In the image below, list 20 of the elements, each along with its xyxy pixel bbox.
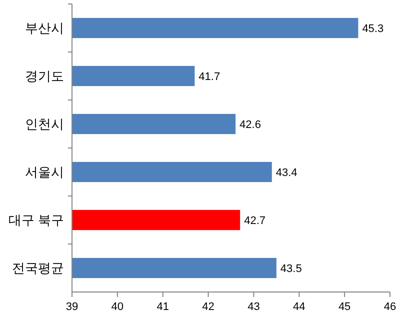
data-label: 43.4 (276, 166, 298, 179)
x-tick-label: 43 (248, 301, 260, 313)
y-tick-label: 전국평균 (12, 260, 64, 276)
y-tick-label: 대구 북구 (8, 212, 64, 228)
data-label: 41.7 (198, 70, 220, 83)
data-label: 42.6 (240, 118, 261, 131)
y-tick-label: 부산시 (25, 20, 64, 36)
data-label: 45.3 (362, 22, 384, 35)
y-tick-label: 인천시 (25, 116, 64, 132)
x-tick-label: 39 (66, 301, 78, 313)
data-label: 43.5 (280, 262, 302, 275)
data-label: 42.7 (244, 214, 266, 227)
y-tick-label: 경기도 (25, 68, 64, 84)
x-tick-label: 44 (293, 301, 306, 313)
x-tick-label: 41 (156, 301, 169, 313)
x-tick-label: 42 (202, 301, 214, 313)
y-tick-label: 서울시 (25, 164, 64, 180)
x-tick-label: 45 (338, 301, 351, 313)
x-tick-label: 40 (111, 301, 124, 313)
x-tick-label: 46 (384, 301, 396, 313)
